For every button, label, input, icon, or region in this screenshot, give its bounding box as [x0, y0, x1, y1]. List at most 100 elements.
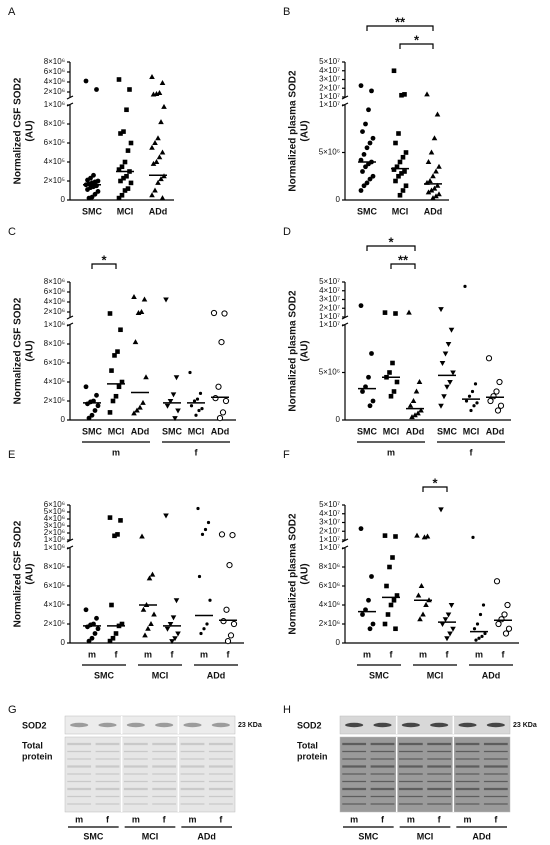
total-protein-blot — [339, 736, 511, 813]
point — [394, 164, 400, 170]
point — [173, 598, 180, 604]
y-tick-label: 2×10⁵ — [44, 176, 65, 185]
point — [475, 622, 480, 626]
point — [390, 360, 395, 366]
point — [400, 154, 406, 160]
y-tick-label: 4×10⁷ — [319, 509, 340, 518]
point — [175, 631, 181, 637]
point — [149, 74, 155, 79]
point — [438, 403, 444, 409]
point — [226, 562, 233, 569]
y-tick-label: 3×10⁶ — [44, 521, 65, 530]
y-tick-label: 2×10⁶ — [44, 307, 65, 316]
point — [384, 583, 389, 589]
point — [485, 355, 493, 362]
axis-break — [66, 315, 74, 320]
point — [109, 602, 114, 608]
point — [441, 394, 447, 400]
point — [501, 611, 508, 618]
point — [361, 183, 367, 189]
lane-label: f — [163, 814, 167, 824]
y-tick-label: 3×10⁷ — [319, 75, 340, 84]
point — [490, 393, 497, 400]
point — [95, 626, 101, 632]
point — [358, 188, 364, 193]
point — [198, 391, 203, 395]
point — [107, 515, 113, 520]
y-tick-label: 2×10⁷ — [319, 83, 340, 92]
point — [229, 532, 236, 539]
point — [444, 384, 450, 390]
point — [216, 415, 224, 422]
point — [173, 375, 180, 381]
point — [366, 374, 371, 380]
sod2-band — [458, 722, 477, 728]
y-tick-label: 8×10⁵ — [44, 562, 65, 571]
point — [222, 397, 230, 405]
point — [86, 195, 92, 201]
point — [382, 533, 388, 538]
y-tick-label: 2×10⁶ — [319, 619, 340, 628]
point — [175, 408, 181, 414]
point — [393, 178, 398, 184]
point — [502, 630, 510, 637]
point — [407, 402, 414, 408]
x-tick-label: MCI — [383, 426, 400, 436]
point — [219, 409, 227, 416]
point — [444, 636, 450, 642]
x-tick-label: ADd — [131, 426, 150, 436]
point — [388, 393, 394, 399]
point — [139, 533, 145, 539]
point — [85, 187, 90, 192]
point — [110, 635, 116, 641]
point — [393, 626, 398, 632]
y-tick-label: 8×10⁶ — [44, 277, 65, 286]
point — [131, 294, 137, 299]
point — [169, 639, 175, 645]
point — [438, 507, 444, 513]
point — [94, 615, 99, 621]
group-label: MCI — [152, 670, 169, 680]
point — [447, 631, 453, 637]
point — [382, 621, 388, 627]
x-tick-label: m — [363, 649, 371, 659]
point — [370, 398, 376, 404]
x-tick-label: ADd — [406, 426, 425, 436]
x-tick-label: ADd — [424, 206, 443, 216]
point — [421, 534, 428, 540]
point — [197, 574, 202, 579]
sod2-band — [155, 722, 174, 728]
point — [121, 175, 126, 181]
point — [400, 188, 406, 193]
point — [360, 129, 365, 135]
point — [413, 388, 420, 394]
lane-label: m — [188, 814, 196, 824]
point — [442, 351, 449, 357]
y-tick-label: 2×10⁵ — [44, 619, 65, 628]
point — [393, 534, 398, 539]
x-tick-label: f — [115, 649, 119, 659]
group-label: SMC — [369, 670, 390, 680]
point — [487, 397, 494, 405]
point — [107, 410, 113, 415]
x-tick-label: f — [502, 649, 506, 659]
point — [159, 149, 166, 155]
point — [141, 296, 148, 302]
y-tick-label: 4×10⁷ — [319, 66, 340, 75]
point — [472, 627, 477, 631]
point — [388, 602, 394, 608]
point — [83, 78, 89, 84]
point — [423, 602, 429, 607]
point — [145, 625, 151, 631]
point — [471, 535, 475, 539]
y-tick-label: 1×10⁶ — [44, 535, 65, 544]
group-label: ADd — [197, 831, 216, 841]
significance-bracket — [91, 263, 117, 269]
significance-bracket — [399, 43, 434, 49]
point — [200, 407, 204, 411]
point — [370, 621, 376, 627]
point — [156, 154, 163, 160]
point — [447, 380, 453, 385]
size-label: 23 KDa — [238, 722, 262, 729]
point — [394, 593, 400, 598]
